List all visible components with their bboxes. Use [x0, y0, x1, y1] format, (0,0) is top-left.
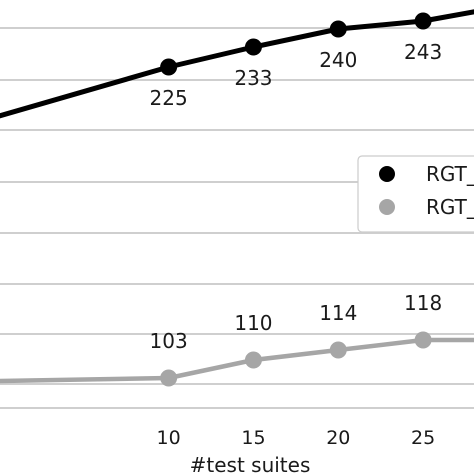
legend-label-series-1: RGT_	[426, 162, 474, 186]
x-tick-label: 10	[157, 427, 181, 449]
data-label: 118	[404, 291, 442, 315]
data-label: 243	[404, 40, 442, 64]
x-tick-label: 25	[411, 427, 435, 449]
data-point	[244, 38, 262, 56]
data-point	[329, 341, 347, 359]
series-points	[160, 12, 432, 387]
x-axis-label: #test suites	[190, 453, 311, 474]
x-axis-ticks: 10 15 20 25	[157, 427, 436, 449]
data-point	[160, 369, 178, 387]
data-label: 240	[319, 48, 357, 72]
data-label: 233	[234, 66, 272, 90]
data-point	[160, 58, 178, 76]
x-tick-label: 20	[326, 427, 350, 449]
legend-marker-series-1	[379, 166, 395, 182]
gridlines	[0, 27, 474, 409]
data-point	[414, 12, 432, 30]
data-label: 103	[150, 329, 188, 353]
data-label: 225	[150, 86, 188, 110]
data-point	[329, 20, 347, 38]
legend-marker-series-2	[379, 199, 395, 215]
data-point	[414, 331, 432, 349]
legend: RGT_ RGT_	[357, 155, 474, 233]
data-label: 114	[319, 301, 357, 325]
x-tick-label: 15	[241, 427, 265, 449]
data-label: 110	[234, 311, 272, 335]
legend-label-series-2: RGT_	[426, 195, 474, 219]
data-labels: 225 233 240 243 103 110 114 118	[150, 40, 443, 353]
data-point	[244, 351, 262, 369]
series-line-1	[0, 9, 474, 119]
series-line-2	[0, 337, 474, 384]
